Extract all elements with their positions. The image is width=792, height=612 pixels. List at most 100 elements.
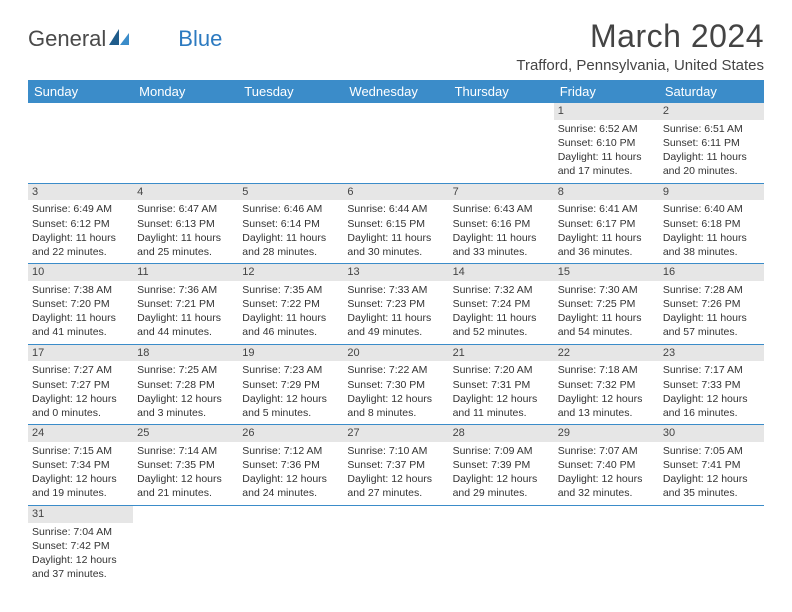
day-details: Sunrise: 7:32 AMSunset: 7:24 PMDaylight:… <box>449 281 554 344</box>
day-details: Sunrise: 7:30 AMSunset: 7:25 PMDaylight:… <box>554 281 659 344</box>
day-number: 21 <box>449 345 554 362</box>
day-details: Sunrise: 6:43 AMSunset: 6:16 PMDaylight:… <box>449 200 554 263</box>
calendar-week-row: 31Sunrise: 7:04 AMSunset: 7:42 PMDayligh… <box>28 505 764 585</box>
day-number: 11 <box>133 264 238 281</box>
calendar-day-cell: 7Sunrise: 6:43 AMSunset: 6:16 PMDaylight… <box>449 183 554 264</box>
day-details: Sunrise: 7:15 AMSunset: 7:34 PMDaylight:… <box>28 442 133 505</box>
calendar-day-cell: 31Sunrise: 7:04 AMSunset: 7:42 PMDayligh… <box>28 505 133 585</box>
calendar-day-cell: 3Sunrise: 6:49 AMSunset: 6:12 PMDaylight… <box>28 183 133 264</box>
day-number: 4 <box>133 184 238 201</box>
weekday-header: Tuesday <box>238 80 343 103</box>
calendar-day-cell: 16Sunrise: 7:28 AMSunset: 7:26 PMDayligh… <box>659 264 764 345</box>
title-block: March 2024 Trafford, Pennsylvania, Unite… <box>516 18 764 74</box>
day-number: 16 <box>659 264 764 281</box>
day-details: Sunrise: 7:20 AMSunset: 7:31 PMDaylight:… <box>449 361 554 424</box>
weekday-header: Thursday <box>449 80 554 103</box>
calendar-day-cell: 1Sunrise: 6:52 AMSunset: 6:10 PMDaylight… <box>554 103 659 183</box>
calendar-day-cell: 30Sunrise: 7:05 AMSunset: 7:41 PMDayligh… <box>659 425 764 506</box>
calendar-day-cell: 28Sunrise: 7:09 AMSunset: 7:39 PMDayligh… <box>449 425 554 506</box>
logo: General Blue <box>28 18 222 52</box>
calendar-day-cell: 10Sunrise: 7:38 AMSunset: 7:20 PMDayligh… <box>28 264 133 345</box>
calendar-week-row: 3Sunrise: 6:49 AMSunset: 6:12 PMDaylight… <box>28 183 764 264</box>
calendar-day-cell: 26Sunrise: 7:12 AMSunset: 7:36 PMDayligh… <box>238 425 343 506</box>
calendar-day-cell <box>554 505 659 585</box>
calendar-day-cell <box>449 103 554 183</box>
day-details: Sunrise: 6:47 AMSunset: 6:13 PMDaylight:… <box>133 200 238 263</box>
day-number: 10 <box>28 264 133 281</box>
calendar-day-cell: 18Sunrise: 7:25 AMSunset: 7:28 PMDayligh… <box>133 344 238 425</box>
day-number: 26 <box>238 425 343 442</box>
day-details: Sunrise: 7:17 AMSunset: 7:33 PMDaylight:… <box>659 361 764 424</box>
day-details: Sunrise: 6:51 AMSunset: 6:11 PMDaylight:… <box>659 120 764 183</box>
calendar-day-cell: 29Sunrise: 7:07 AMSunset: 7:40 PMDayligh… <box>554 425 659 506</box>
day-number: 24 <box>28 425 133 442</box>
calendar-day-cell: 4Sunrise: 6:47 AMSunset: 6:13 PMDaylight… <box>133 183 238 264</box>
day-details: Sunrise: 7:10 AMSunset: 7:37 PMDaylight:… <box>343 442 448 505</box>
calendar-day-cell <box>659 505 764 585</box>
calendar-day-cell: 2Sunrise: 6:51 AMSunset: 6:11 PMDaylight… <box>659 103 764 183</box>
day-number: 13 <box>343 264 448 281</box>
calendar-day-cell <box>449 505 554 585</box>
day-details: Sunrise: 6:52 AMSunset: 6:10 PMDaylight:… <box>554 120 659 183</box>
weekday-header: Monday <box>133 80 238 103</box>
day-details: Sunrise: 7:09 AMSunset: 7:39 PMDaylight:… <box>449 442 554 505</box>
calendar-day-cell: 21Sunrise: 7:20 AMSunset: 7:31 PMDayligh… <box>449 344 554 425</box>
calendar-day-cell: 6Sunrise: 6:44 AMSunset: 6:15 PMDaylight… <box>343 183 448 264</box>
calendar-day-cell <box>28 103 133 183</box>
header: General Blue March 2024 Trafford, Pennsy… <box>28 18 764 74</box>
day-details: Sunrise: 7:07 AMSunset: 7:40 PMDaylight:… <box>554 442 659 505</box>
day-number: 8 <box>554 184 659 201</box>
calendar-day-cell: 20Sunrise: 7:22 AMSunset: 7:30 PMDayligh… <box>343 344 448 425</box>
calendar-day-cell: 25Sunrise: 7:14 AMSunset: 7:35 PMDayligh… <box>133 425 238 506</box>
calendar-day-cell: 27Sunrise: 7:10 AMSunset: 7:37 PMDayligh… <box>343 425 448 506</box>
day-number: 22 <box>554 345 659 362</box>
day-number: 29 <box>554 425 659 442</box>
day-details: Sunrise: 7:05 AMSunset: 7:41 PMDaylight:… <box>659 442 764 505</box>
sail-icon <box>108 26 130 52</box>
calendar-week-row: 17Sunrise: 7:27 AMSunset: 7:27 PMDayligh… <box>28 344 764 425</box>
day-details: Sunrise: 6:49 AMSunset: 6:12 PMDaylight:… <box>28 200 133 263</box>
day-number: 9 <box>659 184 764 201</box>
day-number: 18 <box>133 345 238 362</box>
day-number: 31 <box>28 506 133 523</box>
day-details: Sunrise: 7:23 AMSunset: 7:29 PMDaylight:… <box>238 361 343 424</box>
day-number: 20 <box>343 345 448 362</box>
logo-text-1: General <box>28 26 106 52</box>
calendar-body: 1Sunrise: 6:52 AMSunset: 6:10 PMDaylight… <box>28 103 764 585</box>
day-number: 3 <box>28 184 133 201</box>
day-details: Sunrise: 7:18 AMSunset: 7:32 PMDaylight:… <box>554 361 659 424</box>
calendar-day-cell: 11Sunrise: 7:36 AMSunset: 7:21 PMDayligh… <box>133 264 238 345</box>
day-details: Sunrise: 6:44 AMSunset: 6:15 PMDaylight:… <box>343 200 448 263</box>
day-number: 14 <box>449 264 554 281</box>
day-details: Sunrise: 6:41 AMSunset: 6:17 PMDaylight:… <box>554 200 659 263</box>
calendar-day-cell: 24Sunrise: 7:15 AMSunset: 7:34 PMDayligh… <box>28 425 133 506</box>
calendar-day-cell: 8Sunrise: 6:41 AMSunset: 6:17 PMDaylight… <box>554 183 659 264</box>
weekday-header: Saturday <box>659 80 764 103</box>
calendar-day-cell <box>238 505 343 585</box>
day-details: Sunrise: 7:22 AMSunset: 7:30 PMDaylight:… <box>343 361 448 424</box>
day-number: 2 <box>659 103 764 120</box>
day-details: Sunrise: 7:36 AMSunset: 7:21 PMDaylight:… <box>133 281 238 344</box>
calendar-week-row: 10Sunrise: 7:38 AMSunset: 7:20 PMDayligh… <box>28 264 764 345</box>
calendar-day-cell: 9Sunrise: 6:40 AMSunset: 6:18 PMDaylight… <box>659 183 764 264</box>
calendar-day-cell <box>133 103 238 183</box>
day-number: 17 <box>28 345 133 362</box>
logo-text-2: Blue <box>178 26 222 52</box>
day-number: 15 <box>554 264 659 281</box>
calendar-table: SundayMondayTuesdayWednesdayThursdayFrid… <box>28 80 764 585</box>
weekday-header-row: SundayMondayTuesdayWednesdayThursdayFrid… <box>28 80 764 103</box>
calendar-day-cell: 22Sunrise: 7:18 AMSunset: 7:32 PMDayligh… <box>554 344 659 425</box>
calendar-week-row: 24Sunrise: 7:15 AMSunset: 7:34 PMDayligh… <box>28 425 764 506</box>
day-details: Sunrise: 7:04 AMSunset: 7:42 PMDaylight:… <box>28 523 133 586</box>
day-details: Sunrise: 7:35 AMSunset: 7:22 PMDaylight:… <box>238 281 343 344</box>
calendar-day-cell: 12Sunrise: 7:35 AMSunset: 7:22 PMDayligh… <box>238 264 343 345</box>
calendar-day-cell: 14Sunrise: 7:32 AMSunset: 7:24 PMDayligh… <box>449 264 554 345</box>
day-number: 12 <box>238 264 343 281</box>
day-number: 27 <box>343 425 448 442</box>
day-details: Sunrise: 7:25 AMSunset: 7:28 PMDaylight:… <box>133 361 238 424</box>
calendar-day-cell <box>238 103 343 183</box>
day-number: 23 <box>659 345 764 362</box>
weekday-header: Sunday <box>28 80 133 103</box>
day-number: 28 <box>449 425 554 442</box>
day-number: 5 <box>238 184 343 201</box>
